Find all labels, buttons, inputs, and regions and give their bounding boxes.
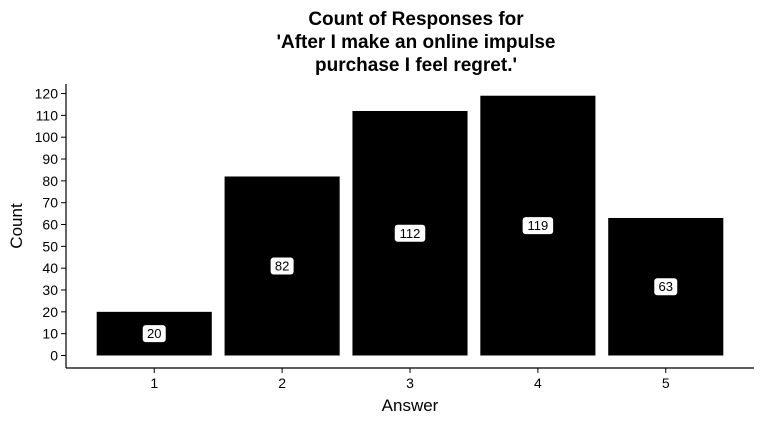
y-tick-label-100: 100 bbox=[35, 129, 59, 145]
x-tick-label-1: 1 bbox=[150, 375, 158, 391]
y-axis: 0 10 20 30 40 50 60 70 80 90 100 110 120 bbox=[35, 84, 67, 368]
data-label-box-3 bbox=[394, 224, 426, 242]
chart-title: Count of Responses for 'After I make an … bbox=[66, 8, 764, 77]
y-tick-label-70: 70 bbox=[42, 195, 58, 211]
data-label-box-4 bbox=[522, 217, 554, 235]
y-tick-label-10: 10 bbox=[42, 326, 58, 342]
data-label-box-2 bbox=[270, 257, 294, 275]
y-tick-label-40: 40 bbox=[42, 260, 58, 276]
data-label-box-5 bbox=[654, 278, 678, 296]
y-tick-label-30: 30 bbox=[42, 282, 58, 298]
x-axis: 1 2 3 4 5 bbox=[66, 367, 754, 391]
data-label-5: 63 bbox=[659, 279, 673, 294]
y-tick-label-110: 110 bbox=[36, 107, 59, 123]
y-tick-label-60: 60 bbox=[42, 217, 58, 233]
chart-title-line-3: purchase I feel regret.' bbox=[315, 55, 517, 76]
x-tick-label-5: 5 bbox=[662, 375, 670, 391]
data-label-2: 82 bbox=[275, 258, 289, 273]
y-tick-label-90: 90 bbox=[42, 151, 58, 167]
y-tick-label-50: 50 bbox=[42, 238, 58, 254]
data-labels-group: 20 82 112 119 63 bbox=[142, 217, 678, 343]
data-label-3: 112 bbox=[400, 226, 421, 241]
data-label-1: 20 bbox=[147, 326, 161, 341]
x-tick-label-4: 4 bbox=[534, 375, 542, 391]
x-tick-label-3: 3 bbox=[406, 375, 414, 391]
y-axis-title: Count bbox=[7, 203, 26, 249]
chart-title-line-1: Count of Responses for bbox=[308, 9, 524, 30]
data-label-4: 119 bbox=[528, 218, 549, 233]
x-axis-title: Answer bbox=[382, 396, 439, 415]
chart-title-line-2: 'After I make an online impulse bbox=[276, 32, 556, 53]
x-tick-label-2: 2 bbox=[278, 375, 286, 391]
data-label-box-1 bbox=[142, 325, 166, 343]
y-tick-label-20: 20 bbox=[42, 304, 58, 320]
y-tick-label-0: 0 bbox=[50, 348, 58, 364]
y-tick-label-120: 120 bbox=[35, 86, 59, 102]
y-tick-label-80: 80 bbox=[42, 173, 58, 189]
